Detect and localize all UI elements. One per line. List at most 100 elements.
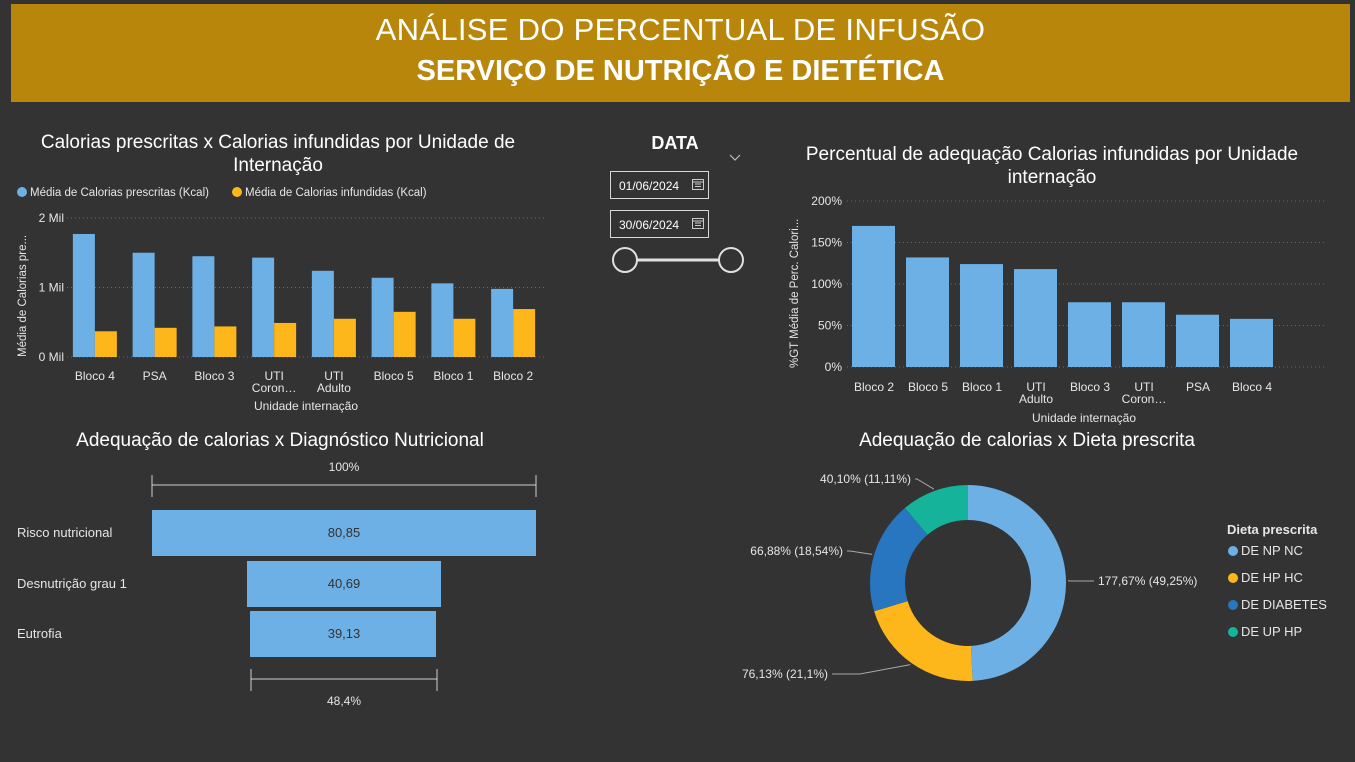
bar-prescritas-7 — [491, 288, 514, 357]
bar-prescritas-3 — [252, 257, 275, 357]
x-tick-label: UTI — [264, 369, 283, 383]
y-tick-label: 1 Mil — [39, 281, 64, 295]
legend-item-prescritas[interactable]: Média de Calorias prescritas (Kcal) — [17, 187, 209, 199]
y-tick-label: 0 Mil — [39, 350, 64, 364]
bar-infundidas-2 — [214, 326, 237, 357]
calendar-icon[interactable] — [692, 178, 704, 190]
funnel-value-label: 40,69 — [328, 576, 361, 591]
chart-funil[interactable]: 100% 80,85 Risco nutricional 40,69 Desnutriç… — [0, 455, 560, 720]
x-tick-label: Adulto — [1019, 392, 1053, 406]
pie-slice-0 — [968, 485, 1066, 681]
funnel-category-label: Risco nutricional — [17, 525, 112, 540]
x-tick-label: Bloco 3 — [1070, 380, 1110, 394]
bar-percentual-3 — [1014, 269, 1057, 367]
x-tick-label: Coron… — [252, 381, 297, 395]
bar-infundidas-7 — [513, 309, 536, 357]
chart-percentual[interactable]: 0% 50% 100% 150% 200% Bloco 2 Bloco 5 Bloco 1 UT… — [780, 190, 1325, 430]
x-tick-label: Bloco 1 — [433, 369, 473, 383]
x-axis-title: Unidade internação — [1032, 411, 1136, 425]
date-start-value: 01/06/2024 — [619, 179, 680, 193]
funnel-category-label: Eutrofia — [17, 626, 63, 641]
bar-infundidas-1 — [154, 327, 177, 357]
chevron-down-icon[interactable] — [729, 154, 741, 162]
x-tick-label: Bloco 5 — [374, 369, 414, 383]
pie-leader-line — [832, 664, 911, 675]
funnel-top-label: 100% — [329, 460, 360, 474]
legend-dot-prescritas — [17, 187, 27, 197]
funnel-top-bracket — [151, 475, 537, 497]
x-axis-title: Unidade internação — [254, 399, 358, 413]
pie-legend-label: DE UP HP — [1241, 624, 1302, 639]
y-axis-title: %GT Média de Perc. Calori... — [789, 219, 801, 368]
pie-data-label: 177,67% (49,25%) — [1098, 574, 1197, 588]
bar-prescritas-2 — [192, 256, 215, 357]
chart-dieta[interactable]: 177,67% (49,25%) 76,13% (21,1%) 66,88% (18… — [730, 455, 1350, 715]
x-tick-label: PSA — [1186, 380, 1210, 394]
pie-legend-dot — [1228, 546, 1238, 556]
bar-infundidas-0 — [94, 331, 117, 357]
chart-dieta-title: Adequação de calorias x Dieta prescrita — [859, 430, 1195, 451]
header-title: ANÁLISE DO PERCENTUAL DE INFUSÃO — [375, 12, 986, 47]
chart-funil-title: Adequação de calorias x Diagnóstico Nutr… — [76, 430, 484, 451]
pie-data-label: 40,10% (11,11%) — [820, 472, 911, 486]
y-tick-label: 200% — [811, 194, 842, 208]
y-tick-label: 150% — [811, 236, 842, 250]
x-tick-label: UTI — [1026, 380, 1045, 394]
slider-handle-start — [612, 247, 638, 273]
bar-prescritas-1 — [132, 252, 155, 357]
x-tick-label: Bloco 4 — [75, 369, 115, 383]
pie-legend-label: DE NP NC — [1241, 543, 1303, 558]
funnel-value-label: 39,13 — [328, 626, 361, 641]
bar-prescritas-5 — [371, 277, 394, 357]
x-tick-label: UTI — [1134, 380, 1153, 394]
bar-percentual-1 — [906, 257, 949, 367]
date-start-input[interactable]: 01/06/2024 — [610, 171, 709, 199]
date-slicer-title: DATA — [651, 133, 699, 153]
funnel-bar-1 — [247, 561, 441, 607]
pie-leader-line — [915, 478, 935, 490]
x-tick-label: Bloco 2 — [854, 380, 894, 394]
bar-infundidas-5 — [393, 311, 416, 357]
legend-item-infundidas[interactable]: Média de Calorias infundidas (Kcal) — [232, 187, 427, 199]
pie-slice-1 — [874, 601, 973, 681]
funnel-bottom-label: 48,4% — [327, 694, 361, 708]
bar-prescritas-0 — [72, 233, 95, 357]
x-tick-label: Bloco 2 — [493, 369, 533, 383]
bar-percentual-2 — [960, 264, 1003, 367]
funnel-bar-2 — [250, 611, 436, 657]
bar-infundidas-6 — [453, 318, 476, 357]
x-tick-label: Adulto — [317, 381, 351, 395]
bar-prescritas-6 — [431, 283, 454, 357]
pie-legend-dot — [1228, 627, 1238, 637]
pie-data-label: 66,88% (18,54%) — [750, 544, 843, 558]
bar-percentual-4 — [1068, 302, 1111, 367]
y-tick-label: 50% — [818, 319, 842, 333]
slider-handle-end — [718, 247, 744, 273]
pie-legend-title: Dieta prescrita — [1227, 522, 1318, 537]
date-end-value: 30/06/2024 — [619, 218, 680, 232]
x-tick-label: Coron… — [1122, 392, 1167, 406]
y-tick-label: 0% — [825, 360, 843, 374]
date-end-input[interactable]: 30/06/2024 — [610, 210, 709, 238]
pie-legend-dot — [1228, 600, 1238, 610]
bar-infundidas-4 — [333, 318, 356, 357]
bar-percentual-6 — [1176, 314, 1219, 367]
calendar-icon[interactable] — [692, 217, 704, 229]
x-tick-label: UTI — [324, 369, 343, 383]
bar-percentual-5 — [1122, 302, 1165, 367]
y-axis-title: Média de Calorias pre... — [17, 235, 29, 357]
pie-slice-3 — [905, 485, 968, 535]
x-tick-label: Bloco 3 — [194, 369, 234, 383]
funnel-category-label: Desnutrição grau 1 — [17, 576, 127, 591]
legend-label-infundidas: Média de Calorias infundidas (Kcal) — [245, 187, 427, 199]
x-tick-label: PSA — [143, 369, 167, 383]
y-tick-label: 100% — [811, 277, 842, 291]
pie-data-label: 76,13% (21,1%) — [742, 667, 828, 681]
date-range-slider[interactable] — [610, 245, 745, 275]
y-tick-label: 2 Mil — [39, 211, 64, 225]
pie-legend-label: DE DIABETES — [1241, 597, 1327, 612]
pie-legend-label: DE HP HC — [1241, 570, 1303, 585]
legend-dot-infundidas — [232, 187, 242, 197]
